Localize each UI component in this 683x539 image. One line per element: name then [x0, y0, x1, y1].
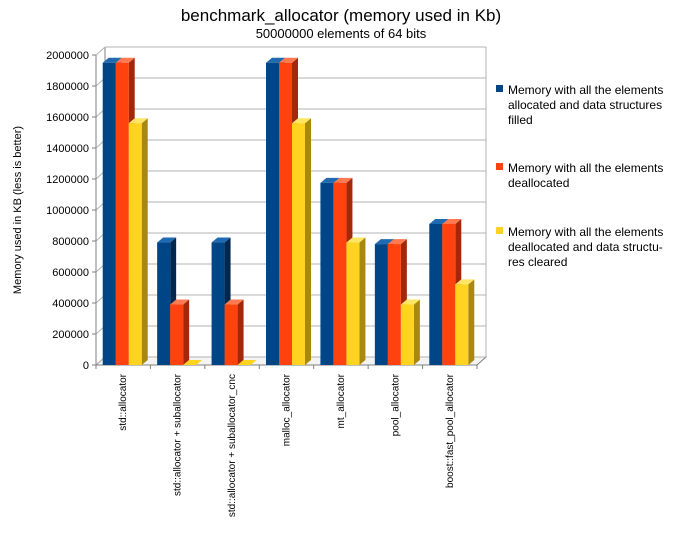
bar-top — [266, 57, 285, 63]
bar — [292, 123, 305, 365]
bar-top — [346, 237, 366, 243]
y-tick-label: 200000 — [52, 329, 89, 341]
y-tick-label: 1600000 — [46, 112, 89, 124]
bar — [102, 62, 116, 365]
bar-top — [320, 177, 340, 183]
bar — [266, 62, 279, 365]
x-tick-label: malloc_allocator — [282, 373, 293, 446]
legend-label: filled — [508, 113, 533, 127]
bar-top — [429, 218, 449, 224]
bar — [115, 62, 129, 365]
bar — [455, 284, 469, 365]
bar-top — [211, 237, 231, 243]
bar-top — [128, 118, 148, 124]
y-tick-label: 0 — [83, 360, 89, 372]
bar-side — [183, 299, 190, 365]
bar-top — [279, 57, 298, 63]
x-tick-label: std::allocator + suballocator — [173, 373, 184, 496]
bar — [333, 182, 347, 365]
bar — [224, 304, 238, 365]
plot-area: 0 200000 400000 600000 800000 1000000 1200000 1… — [46, 46, 488, 517]
bar — [442, 223, 456, 365]
bar-top — [442, 218, 462, 224]
bar — [157, 242, 171, 365]
y-axis-label: Memory used in KB (less is better) — [12, 126, 24, 294]
legend-label: deallocated — [508, 176, 569, 190]
bar-side — [141, 118, 148, 365]
y-tick-label: 400000 — [52, 298, 89, 310]
legend-label: deallocated and data structu- — [508, 240, 663, 254]
bar-top — [102, 57, 122, 63]
bar — [237, 360, 257, 365]
bar-top — [455, 279, 475, 285]
chart-title: benchmark_allocator (memory used in Kb) — [181, 6, 501, 25]
bar-top — [292, 118, 311, 124]
x-tick-label: pool_allocator — [390, 373, 401, 436]
gridline-side — [95, 46, 106, 56]
legend-label: Memory with all the elements — [508, 225, 663, 239]
x-tick-label: mt_allocator — [336, 373, 347, 428]
bar-side — [237, 299, 244, 365]
bar-top — [374, 239, 394, 245]
legend-swatch — [496, 163, 503, 170]
legend-label: res cleared — [508, 255, 567, 269]
bar — [320, 182, 334, 365]
bar — [429, 223, 443, 365]
chart-subtitle: 50000000 elements of 64 bits — [256, 26, 427, 41]
bar — [128, 123, 142, 365]
bar-top — [333, 177, 353, 183]
bar-top — [224, 299, 244, 305]
bar — [183, 360, 203, 365]
bar-top — [400, 299, 420, 305]
bar-side — [468, 279, 475, 365]
x-tick-label: std::allocator + suballocator_cnc — [227, 374, 238, 517]
bar-top — [115, 57, 135, 63]
bar — [400, 304, 414, 365]
bar-top — [157, 237, 177, 243]
bar — [346, 242, 360, 365]
bar-top — [387, 239, 407, 245]
legend-swatch — [496, 85, 503, 92]
bar — [387, 244, 401, 365]
bar-top — [170, 299, 190, 305]
x-tick-label: boost::fast_pool_allocator — [445, 373, 456, 488]
y-tick-label: 1200000 — [46, 174, 89, 186]
legend-label: allocated and data structures — [508, 98, 662, 112]
legend-label: Memory with all the elements — [508, 161, 663, 175]
y-tick-label: 1400000 — [46, 143, 89, 155]
bar-side — [413, 299, 420, 365]
x-tick-label: std::allocator — [118, 373, 129, 430]
legend-swatch — [496, 227, 503, 234]
y-tick-label: 1800000 — [46, 81, 89, 93]
bar — [374, 244, 388, 365]
y-tick-label: 600000 — [52, 267, 89, 279]
y-tick-label: 2000000 — [46, 50, 89, 62]
bar — [170, 304, 184, 365]
bar — [279, 62, 292, 365]
legend-label: Memory with all the elements — [508, 83, 663, 97]
y-tick-label: 1000000 — [46, 205, 89, 217]
y-tick-label: 800000 — [52, 236, 89, 248]
bar — [211, 242, 225, 365]
bar-side — [305, 118, 311, 365]
bar-side — [359, 237, 366, 365]
